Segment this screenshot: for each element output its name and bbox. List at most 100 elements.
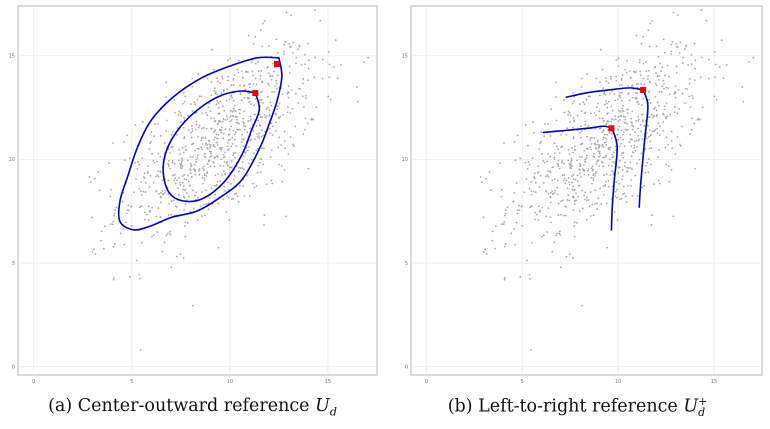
scatter-point <box>293 145 295 147</box>
scatter-point <box>603 133 606 136</box>
scatter-point <box>592 174 595 177</box>
scatter-point <box>644 164 647 167</box>
scatter-point <box>197 196 199 199</box>
scatter-point <box>201 167 204 170</box>
scatter-point <box>126 209 129 212</box>
caption-superscript: + <box>698 395 708 408</box>
scatter-point <box>153 161 156 164</box>
scatter-point <box>533 131 535 134</box>
scatter-point <box>273 70 275 73</box>
scatter-point <box>198 124 201 127</box>
scatter-point <box>256 147 259 150</box>
scatter-point <box>627 167 630 170</box>
scatter-point <box>291 52 294 54</box>
scatter-point <box>573 225 575 227</box>
scatter-point <box>586 73 589 75</box>
scatter-point <box>205 175 208 177</box>
scatter-point <box>216 156 219 158</box>
scatter-point <box>288 65 291 68</box>
scatter-point <box>140 190 142 193</box>
scatter-point <box>665 102 668 104</box>
scatter-point <box>561 131 564 133</box>
scatter-point <box>630 117 632 120</box>
scatter-point <box>584 158 587 161</box>
scatter-point <box>584 191 587 194</box>
scatter-point <box>605 173 608 175</box>
scatter-point <box>605 80 608 83</box>
scatter-point <box>674 153 677 156</box>
scatter-point <box>679 41 682 44</box>
scatter-point <box>608 131 611 134</box>
scatter-point <box>216 123 219 126</box>
scatter-point <box>229 115 232 118</box>
scatter-point <box>183 91 185 94</box>
scatter-point <box>576 221 578 224</box>
scatter-point <box>649 140 652 143</box>
scatter-point <box>139 349 142 351</box>
scatter-point <box>584 120 587 123</box>
scatter-point <box>689 133 691 135</box>
scatter-point <box>278 136 281 139</box>
scatter-point <box>570 165 573 167</box>
scatter-point <box>620 83 623 86</box>
scatter-point <box>237 200 240 203</box>
scatter-point <box>249 103 252 106</box>
scatter-point <box>568 183 571 186</box>
scatter-point <box>592 152 595 155</box>
scatter-point <box>269 132 272 135</box>
scatter-point <box>689 78 691 80</box>
scatter-point <box>199 205 202 208</box>
scatter-point <box>260 135 263 138</box>
scatter-point <box>113 243 116 246</box>
scatter-point <box>624 161 626 164</box>
scatter-point <box>622 193 624 196</box>
scatter-point <box>591 165 594 168</box>
scatter-point <box>189 155 192 158</box>
scatter-point <box>634 149 637 152</box>
scatter-point <box>570 160 572 163</box>
scatter-point <box>612 155 615 158</box>
scatter-point <box>527 161 530 163</box>
scatter-point <box>292 41 295 44</box>
scatter-point <box>243 128 246 131</box>
scatter-point <box>340 64 342 66</box>
scatter-point <box>503 220 506 223</box>
scatter-point <box>149 174 152 177</box>
scatter-point <box>125 212 128 215</box>
scatter-point <box>491 230 494 233</box>
scatter-point <box>643 124 646 127</box>
scatter-point <box>572 196 575 199</box>
scatter-point <box>621 152 623 155</box>
scatter-point <box>648 98 651 101</box>
scatter-point <box>178 148 180 151</box>
scatter-point <box>206 77 209 80</box>
scatter-point <box>239 93 242 96</box>
scatter-point <box>242 155 245 158</box>
scatter-point <box>287 96 290 99</box>
scatter-point <box>651 20 654 22</box>
scatter-point <box>568 199 571 202</box>
scatter-point <box>675 72 678 74</box>
scatter-point <box>193 168 196 171</box>
scatter-point <box>611 154 614 156</box>
scatter-point <box>259 113 261 116</box>
scatter-point <box>207 106 210 108</box>
scatter-point <box>482 251 485 253</box>
scatter-point <box>690 63 693 66</box>
scatter-point <box>157 123 159 125</box>
scatter-point <box>221 105 224 108</box>
scatter-point <box>135 178 137 180</box>
scatter-point <box>677 88 680 91</box>
scatter-point <box>580 125 582 127</box>
scatter-point <box>528 273 531 276</box>
scatter-point <box>538 186 541 188</box>
scatter-point <box>230 84 233 87</box>
scatter-point <box>119 232 122 235</box>
scatter-point <box>594 175 597 177</box>
scatter-point <box>232 197 235 200</box>
scatter-point <box>632 125 635 128</box>
scatter-point <box>260 158 262 160</box>
scatter-point <box>604 100 607 102</box>
scatter-point <box>242 124 245 127</box>
scatter-point <box>182 151 185 154</box>
